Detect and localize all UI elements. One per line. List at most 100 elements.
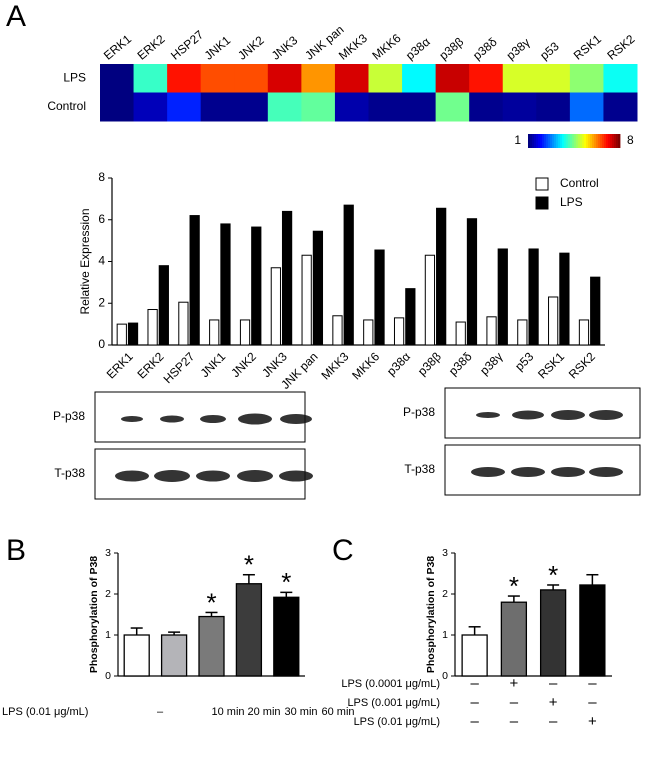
x-tick-label: JNK1 bbox=[198, 349, 229, 380]
bar bbox=[198, 615, 225, 677]
bar bbox=[147, 309, 158, 346]
legend-swatch bbox=[535, 177, 549, 191]
x-tick-label: p38δ bbox=[446, 349, 475, 378]
heat-cell bbox=[200, 64, 235, 93]
blot-band bbox=[238, 413, 272, 425]
bar bbox=[590, 276, 601, 346]
bar bbox=[251, 226, 262, 346]
y-tick-label: 3 bbox=[105, 547, 111, 559]
heat-cell bbox=[569, 92, 604, 122]
condition-label: LPS (0.01 μg/mL) bbox=[354, 716, 440, 728]
condition-label: LPS (0.001 μg/mL) bbox=[347, 697, 440, 709]
legend-swatch bbox=[535, 196, 549, 210]
heat-cell bbox=[502, 92, 537, 122]
colorbar-step bbox=[566, 134, 569, 148]
bar bbox=[281, 210, 293, 346]
column-label: p38δ bbox=[470, 35, 500, 63]
colorbar-step bbox=[558, 134, 561, 148]
colorbar-step bbox=[572, 134, 575, 148]
colorbar-step bbox=[590, 134, 593, 148]
colorbar-step bbox=[528, 134, 531, 148]
condition-sign: – bbox=[470, 694, 479, 711]
y-tick-label: 8 bbox=[98, 170, 105, 184]
bar bbox=[436, 207, 447, 346]
bar bbox=[160, 634, 188, 677]
column-label: RSK2 bbox=[604, 32, 637, 63]
colorbar-step bbox=[604, 134, 607, 148]
bar bbox=[301, 254, 312, 346]
heat-cell bbox=[603, 64, 638, 93]
colorbar-step bbox=[570, 134, 573, 148]
colorbar-step bbox=[550, 134, 553, 148]
bar bbox=[548, 296, 559, 346]
blot-band bbox=[589, 467, 623, 477]
column-label: ERK2 bbox=[135, 32, 168, 63]
heat-cell bbox=[234, 64, 269, 93]
blot-band bbox=[160, 415, 184, 423]
colorbar-step bbox=[612, 134, 615, 148]
heat-cell bbox=[100, 64, 135, 93]
y-axis-label: Relative Expression bbox=[78, 208, 92, 314]
panel-label: A bbox=[6, 0, 26, 33]
heat-cell bbox=[167, 64, 202, 93]
heat-cell bbox=[469, 64, 504, 93]
heat-cell bbox=[133, 64, 168, 93]
condition-sign: + bbox=[509, 675, 518, 692]
blot-band bbox=[280, 414, 312, 424]
x-tick-label: RSK1 bbox=[535, 349, 567, 381]
y-axis-label: Phosphorylation of P38 bbox=[425, 556, 437, 673]
y-tick-label: 6 bbox=[98, 212, 105, 226]
heat-cell bbox=[133, 92, 168, 122]
legend-label: Control bbox=[560, 176, 599, 190]
heat-cell bbox=[301, 92, 336, 122]
x-tick-label: p38β bbox=[415, 349, 444, 378]
row-label: Control bbox=[47, 99, 86, 113]
bar bbox=[116, 323, 127, 346]
bar bbox=[500, 601, 528, 677]
y-tick-label: 0 bbox=[105, 670, 111, 682]
x-tick-label: p38γ bbox=[477, 349, 505, 377]
bar bbox=[539, 589, 567, 677]
blot-band bbox=[115, 470, 149, 482]
blot-band bbox=[551, 467, 585, 477]
heat-cell bbox=[301, 64, 336, 93]
column-label: p38γ bbox=[504, 35, 533, 62]
x-tick-label: MKK6 bbox=[349, 349, 382, 382]
bar bbox=[220, 223, 231, 346]
heat-cell bbox=[536, 92, 571, 122]
heat-cell bbox=[267, 92, 302, 122]
column-label: RSK1 bbox=[571, 32, 604, 63]
bar bbox=[178, 301, 189, 346]
colorbar-step bbox=[596, 134, 599, 148]
bar bbox=[273, 596, 300, 677]
colorbar-step bbox=[544, 134, 547, 148]
colorbar-step bbox=[534, 134, 537, 148]
colorbar-step bbox=[594, 134, 597, 148]
heat-cell bbox=[502, 64, 537, 93]
condition-sign: – bbox=[470, 713, 479, 730]
heat-cell bbox=[368, 92, 403, 122]
bar bbox=[123, 634, 150, 677]
colorbar-step bbox=[546, 134, 549, 148]
column-label: JNK2 bbox=[235, 33, 267, 63]
bar bbox=[158, 265, 169, 346]
bar bbox=[461, 634, 488, 677]
colorbar-step bbox=[554, 134, 557, 148]
colorbar-tick-label: 8 bbox=[627, 133, 634, 147]
heat-cell bbox=[402, 92, 437, 122]
heat-cell bbox=[469, 92, 504, 122]
colorbar-step bbox=[602, 134, 605, 148]
blot-band bbox=[196, 470, 230, 482]
significance-mark: * bbox=[509, 571, 519, 601]
y-tick-label: 0 bbox=[442, 670, 448, 682]
legend-label: LPS bbox=[560, 195, 583, 209]
colorbar-step bbox=[584, 134, 587, 148]
y-tick-label: 2 bbox=[442, 588, 448, 600]
blot-label: P-p38 bbox=[53, 409, 85, 423]
blot-band bbox=[154, 470, 190, 482]
colorbar-step bbox=[618, 134, 621, 148]
column-label: p38α bbox=[403, 35, 433, 63]
condition-sign: + bbox=[588, 713, 597, 730]
significance-mark: * bbox=[206, 587, 216, 617]
bar bbox=[189, 215, 200, 346]
